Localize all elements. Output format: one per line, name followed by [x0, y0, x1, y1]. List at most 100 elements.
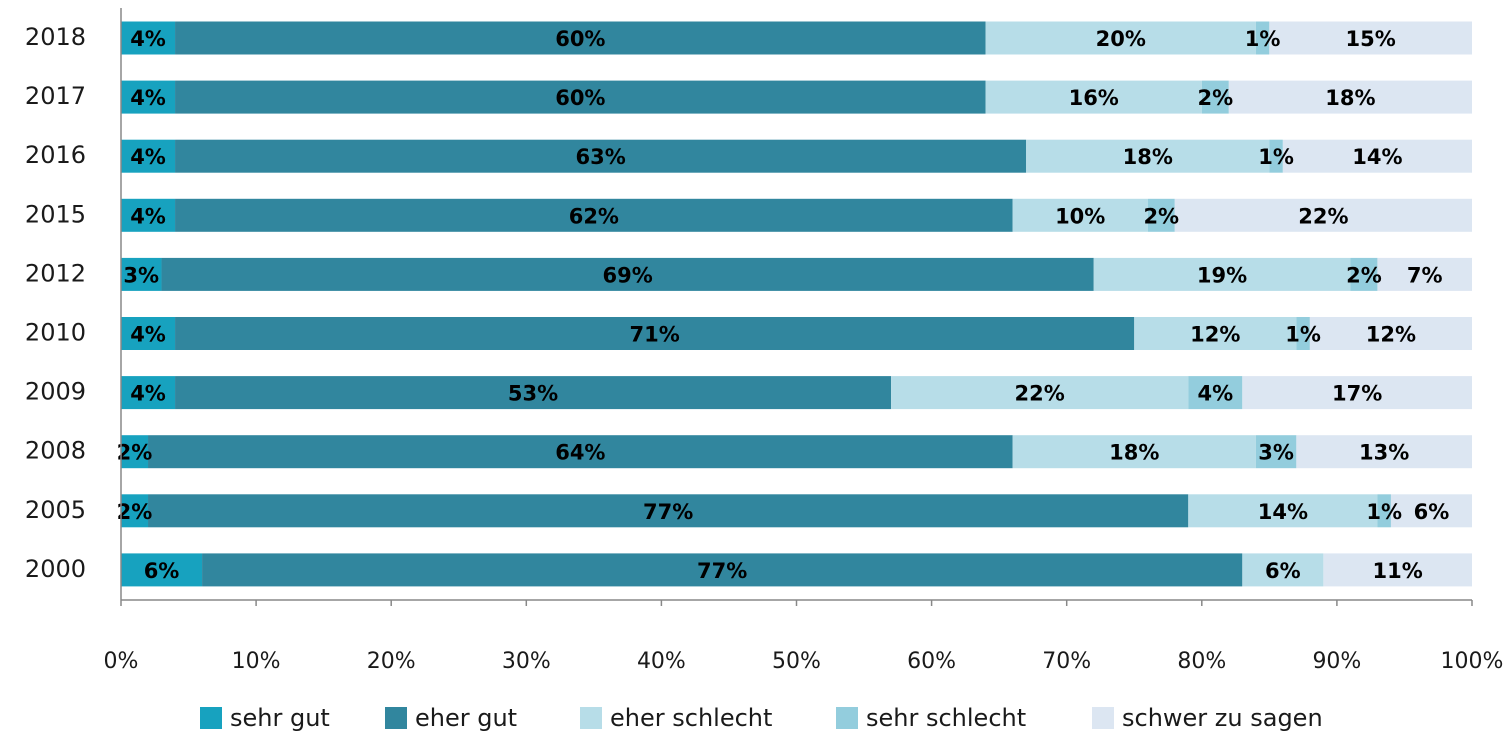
value-label: 13% — [1359, 441, 1409, 465]
legend-swatch — [1092, 707, 1114, 729]
value-label: 2% — [1197, 86, 1233, 110]
bar-segment — [1255, 21, 1270, 55]
bar-segment — [121, 376, 176, 410]
bar-segment — [1134, 317, 1297, 350]
value-label: 1% — [1285, 323, 1321, 347]
legend-swatch — [200, 707, 222, 729]
value-label: 3% — [123, 263, 159, 287]
y-tick-label: 2008 — [25, 437, 86, 465]
bar-segment — [1188, 376, 1243, 410]
value-label: 77% — [643, 500, 693, 524]
value-label: 22% — [1015, 382, 1065, 406]
value-label: 3% — [1258, 441, 1294, 465]
bar-segment — [1093, 257, 1351, 291]
value-label: 4% — [1197, 382, 1233, 406]
value-label: 71% — [630, 323, 680, 347]
bar-segment — [175, 21, 986, 55]
value-label: 20% — [1096, 27, 1146, 51]
bar-segment — [1377, 494, 1391, 528]
value-label: 22% — [1298, 204, 1348, 228]
x-tick-label: 60% — [907, 649, 956, 674]
bar-segment — [1228, 80, 1472, 114]
bar-segment — [121, 198, 176, 232]
value-label: 10% — [1055, 204, 1105, 228]
bar-segment — [1012, 198, 1148, 232]
value-label: 4% — [130, 382, 166, 406]
bar-segment — [161, 257, 1094, 291]
value-label: 77% — [697, 559, 747, 583]
legend-label: eher gut — [415, 704, 517, 732]
bar-segment — [175, 198, 1013, 232]
value-label: 60% — [555, 27, 605, 51]
bar-segment — [148, 494, 1189, 528]
bar-segment — [1012, 435, 1256, 469]
y-tick-label: 2015 — [25, 200, 86, 228]
value-label: 15% — [1346, 27, 1396, 51]
legend-swatch — [385, 707, 407, 729]
bar-segment — [1282, 139, 1472, 173]
bar-segment — [175, 80, 986, 114]
value-label: 19% — [1197, 263, 1247, 287]
value-label: 18% — [1123, 145, 1173, 169]
y-tick-label: 2009 — [25, 378, 86, 406]
value-label: 11% — [1373, 559, 1423, 583]
bar-segment — [121, 494, 149, 528]
bar-segment — [1377, 257, 1472, 291]
value-label: 7% — [1407, 263, 1443, 287]
x-tick-label: 30% — [502, 649, 551, 674]
bar-segment — [891, 376, 1189, 410]
value-label: 4% — [130, 204, 166, 228]
bar-segment — [1026, 139, 1270, 173]
value-label: 4% — [130, 323, 166, 347]
value-label: 12% — [1366, 323, 1416, 347]
value-label: 6% — [144, 559, 180, 583]
bar-segment — [1255, 435, 1297, 469]
value-label: 12% — [1190, 323, 1240, 347]
value-label: 4% — [130, 27, 166, 51]
bar-segment — [1269, 139, 1283, 173]
bar-segment — [1350, 257, 1378, 291]
value-label: 63% — [575, 145, 625, 169]
value-label: 2% — [117, 500, 153, 524]
bar-segment — [1309, 317, 1472, 350]
y-tick-label: 2018 — [25, 23, 86, 51]
bar-segment — [1269, 21, 1472, 55]
x-tick-label: 100% — [1441, 649, 1504, 674]
value-label: 16% — [1069, 86, 1119, 110]
bar-segment — [121, 80, 176, 114]
y-tick-label: 2010 — [25, 319, 86, 347]
value-label: 14% — [1352, 145, 1402, 169]
value-label: 2% — [1346, 263, 1382, 287]
legend-label: eher schlecht — [610, 704, 772, 732]
bar-segment — [121, 139, 176, 173]
bar-segment — [1323, 553, 1472, 587]
bar-segment — [1390, 494, 1472, 528]
bar-segment — [175, 317, 1135, 350]
x-tick-label: 40% — [637, 649, 686, 674]
bar-segment — [121, 257, 162, 291]
x-tick-label: 50% — [772, 649, 821, 674]
value-label: 4% — [130, 86, 166, 110]
y-tick-label: 2012 — [25, 259, 86, 287]
bar-segment — [1174, 198, 1472, 232]
value-label: 60% — [555, 86, 605, 110]
value-label: 1% — [1366, 500, 1402, 524]
value-label: 1% — [1245, 27, 1281, 51]
bar-segment — [121, 553, 203, 587]
legend-swatch — [836, 707, 858, 729]
legend-label: sehr gut — [230, 704, 330, 732]
value-label: 2% — [1143, 204, 1179, 228]
x-tick-label: 0% — [104, 649, 139, 674]
bar-segment — [175, 139, 1027, 173]
value-label: 53% — [508, 382, 558, 406]
y-tick-label: 2000 — [25, 555, 86, 583]
value-label: 6% — [1265, 559, 1301, 583]
bar-segment — [985, 21, 1256, 55]
legend-label: schwer zu sagen — [1122, 704, 1323, 732]
y-tick-label: 2017 — [25, 82, 86, 110]
x-tick-label: 90% — [1312, 649, 1361, 674]
bar-segment — [985, 80, 1202, 114]
bar-segment — [1296, 317, 1310, 350]
